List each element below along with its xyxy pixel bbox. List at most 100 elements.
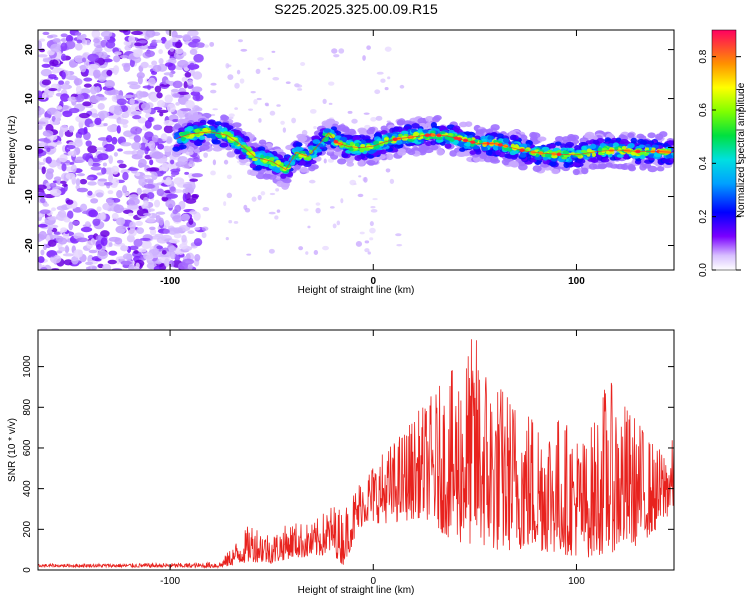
spectrogram-ridge-blob	[435, 136, 443, 141]
spectrogram-noise-blob	[38, 230, 47, 240]
spectrogram-noise-blob	[274, 215, 279, 220]
spectrogram-noise-blob	[251, 196, 257, 202]
spectrogram-ridge-blob	[475, 129, 484, 135]
spectrogram-ridge-blob	[586, 148, 592, 153]
spectrogram-noise-blob	[151, 134, 159, 143]
spectrogram-ridge-blob	[627, 132, 635, 139]
spectrogram-ridge-blob	[280, 173, 287, 179]
spectrogram-noise-blob	[76, 39, 83, 44]
spectrogram-noise-blob	[95, 86, 101, 94]
spectrogram-noise-blob	[59, 124, 69, 133]
spectrogram-noise-blob	[120, 260, 132, 266]
snr-y-tick-label: 800	[22, 399, 33, 416]
spectrogram-ridge-blob	[346, 161, 354, 167]
spectrogram-noise-blob	[380, 78, 386, 83]
spectrogram-noise-blob	[68, 107, 80, 114]
spectrogram-noise-blob	[58, 80, 65, 85]
spectrogram-noise-blob	[168, 239, 180, 244]
spectrogram-noise-blob	[87, 145, 98, 154]
spectrogram-noise-blob	[174, 34, 184, 39]
spectrogram-noise-blob	[68, 125, 75, 133]
spectrogram-noise-blob	[48, 250, 56, 257]
spectrogram-noise-blob	[178, 110, 184, 119]
spectrogram-noise-blob	[75, 178, 81, 186]
spectrogram-noise-blob	[364, 248, 370, 253]
spectrogram-noise-blob	[49, 182, 57, 188]
snr-x-tick-label: -100	[160, 576, 180, 587]
spectrogram-noise-blob	[347, 110, 353, 114]
spectrogram-noise-blob	[153, 106, 163, 111]
spectrogram-noise-blob	[157, 143, 165, 150]
spectrogram-noise-blob	[298, 246, 304, 251]
spectrogram-ridge-blob	[358, 128, 369, 136]
spectrogram-ridge-blob	[216, 133, 222, 139]
spectrogram-noise-blob	[74, 43, 83, 51]
spectrogram-ridge-blob	[193, 140, 201, 146]
spectrogram-noise-blob	[147, 208, 155, 212]
spectrogram-noise-blob	[102, 162, 107, 167]
spectrogram-noise-blob	[103, 35, 111, 41]
spectrogram-noise-blob	[375, 115, 383, 121]
spectrogram-noise-blob	[94, 117, 102, 126]
spectrogram-noise-blob	[172, 215, 184, 223]
spectrogram-noise-blob	[117, 148, 123, 152]
spectrogram-noise-blob	[209, 41, 215, 47]
spectrogram-ridge-blob	[352, 135, 361, 140]
spectrogram-noise-blob	[51, 70, 59, 74]
spectrogram-noise-blob	[201, 226, 209, 231]
spectrogram-ridge-blob	[316, 143, 324, 148]
spectrogram-noise-blob	[70, 164, 77, 173]
spectrogram-noise-blob	[48, 227, 54, 231]
spectrogram-ridge-blob	[542, 159, 550, 165]
spectrogram-ridge-blob	[295, 142, 303, 147]
spectrogram-ridge-blob	[529, 136, 539, 142]
spectrogram-noise-blob	[45, 234, 51, 243]
spectrogram-noise-blob	[187, 30, 199, 37]
spectrogram-noise-blob	[153, 265, 161, 270]
spectrogram-noise-blob	[60, 53, 67, 62]
spectrogram-ridge-blob	[380, 130, 388, 135]
spectrogram-noise-blob	[105, 40, 116, 49]
spectrogram-ridge-blob	[220, 142, 229, 147]
spectrogram-noise-blob	[97, 178, 108, 182]
spectrogram-noise-blob	[376, 71, 384, 75]
spectrogram-noise-blob	[174, 41, 183, 49]
spectrogram-ridge-blob	[366, 154, 375, 159]
spectrogram-noise-blob	[169, 73, 174, 78]
spectrogram-ridge-blob	[306, 155, 312, 161]
spectrogram-noise-blob	[90, 166, 102, 171]
spectrogram-noise-blob	[113, 51, 122, 56]
spectrogram-noise-blob	[128, 263, 135, 270]
spectrogram-noise-blob	[91, 30, 101, 39]
spectrogram-noise-blob	[315, 207, 321, 214]
spectrogram-ridge-blob	[497, 145, 503, 151]
spectrogram-x-label: Height of straight line (km)	[298, 285, 415, 296]
spectrogram-ridge-blob	[622, 153, 629, 159]
spectrogram-ridge-blob	[432, 116, 441, 123]
spectrogram-noise-blob	[38, 40, 43, 50]
spectrogram-noise-blob	[73, 78, 83, 86]
spectrogram-noise-blob	[370, 209, 378, 213]
spectrogram-ridge-blob	[470, 142, 475, 148]
spectrogram-noise-blob	[40, 117, 51, 121]
spectrogram-noise-blob	[100, 237, 108, 247]
spectrogram-noise-blob	[181, 76, 188, 83]
spectrogram-noise-blob	[143, 183, 155, 189]
spectrogram-noise-blob	[146, 167, 157, 172]
spectrogram-noise-blob	[177, 59, 189, 68]
spectrogram-noise-blob	[60, 42, 68, 52]
spectrogram-noise-blob	[170, 159, 175, 165]
spectrogram-noise-blob	[126, 234, 135, 243]
spectrogram-noise-blob	[113, 204, 125, 214]
spectrogram-ridge-blob	[567, 133, 576, 141]
spectrogram-noise-blob	[40, 68, 52, 77]
spectrogram-noise-blob	[143, 251, 153, 260]
spectrogram-noise-blob	[89, 123, 95, 128]
spectrogram-noise-blob	[38, 54, 48, 58]
spectrogram-ridge-blob	[518, 163, 528, 171]
spectrogram-noise-blob	[370, 117, 377, 122]
spectrogram-ridge-blob	[348, 148, 354, 152]
spectrogram-noise-blob	[338, 48, 345, 54]
spectrogram-ridge-blob	[395, 139, 403, 145]
spectrogram-noise-blob	[374, 89, 381, 95]
